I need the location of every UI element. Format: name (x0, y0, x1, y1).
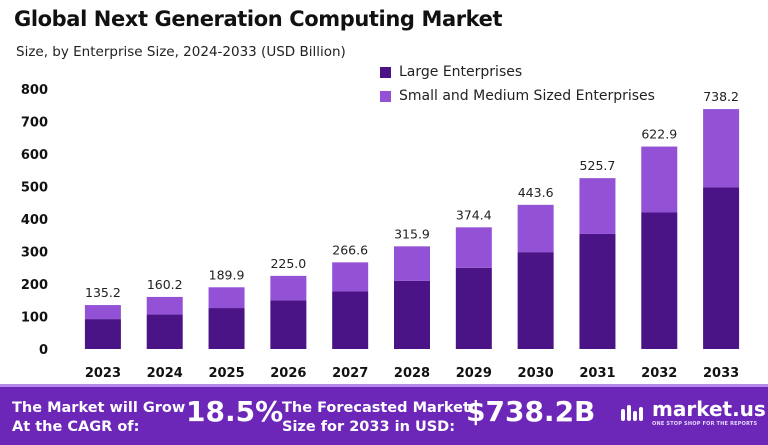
y-tick-label: 300 (21, 246, 48, 261)
x-tick-label: 2033 (703, 366, 739, 381)
bar-total-label: 374.4 (456, 207, 492, 222)
bar-total-label: 135.2 (85, 285, 121, 300)
bar-segment-large (208, 308, 245, 349)
bar-segment-small-medium (641, 146, 678, 213)
legend-swatch-small-medium (380, 90, 391, 102)
brand-name: market.us (652, 397, 766, 421)
legend-label-small-medium: Small and Medium Sized Enterprises (399, 88, 655, 104)
bar-segment-small-medium (146, 296, 183, 315)
x-tick-label: 2027 (332, 366, 368, 381)
bar-total-label: 315.9 (394, 226, 430, 241)
forecast-label-line1: The Forecasted Market (282, 400, 470, 416)
bar-total-label: 266.6 (332, 242, 368, 257)
bar-segment-small-medium (579, 178, 616, 234)
cagr-value: 18.5% (186, 395, 284, 428)
bar-segment-small-medium (394, 246, 430, 281)
bar-segment-large (270, 300, 307, 349)
bar-total-label: 443.6 (518, 185, 554, 200)
y-tick-label: 600 (21, 148, 48, 163)
forecast-label-line2: Size for 2033 in USD: (282, 419, 456, 435)
legend: Large Enterprises Small and Medium Sized… (380, 60, 655, 108)
y-tick-label: 100 (21, 311, 48, 326)
bar-segment-small-medium (84, 305, 121, 320)
bar-segment-small-medium (455, 227, 492, 268)
legend-swatch-large (380, 66, 391, 78)
forecast-value: $738.2B (466, 395, 596, 428)
cagr-label-line2: At the CAGR of: (12, 419, 140, 435)
brand-logo: market.us ONE STOP SHOP FOR THE REPORTS (620, 399, 766, 427)
market-us-logo-icon (621, 405, 643, 421)
x-tick-label: 2029 (456, 366, 492, 381)
bar-segment-large (332, 291, 369, 349)
x-tick-label: 2023 (85, 366, 121, 381)
bar-segment-small-medium (208, 287, 245, 309)
legend-item-large: Large Enterprises (380, 60, 655, 84)
bar-total-label: 225.0 (270, 256, 306, 271)
stacked-bar-chart: 0 100 200 300 400 500 600 700 800 135.2 2023 160.2 2… (21, 83, 740, 381)
y-tick-label: 200 (21, 278, 48, 293)
bar-segment-small-medium (270, 275, 307, 301)
bar-segment-large (84, 319, 121, 349)
y-tick-label: 400 (21, 213, 48, 228)
bar-total-label: 622.9 (641, 127, 677, 142)
bar-total-label: 738.2 (703, 89, 739, 104)
bar-segment-small-medium (517, 204, 554, 253)
bar-segment-large (394, 280, 430, 349)
cagr-label-line1: The Market will Grow (12, 400, 186, 416)
bar-total-label: 189.9 (209, 267, 245, 282)
brand-tagline: ONE STOP SHOP FOR THE REPORTS (652, 421, 758, 427)
footer-banner: The Market will Grow At the CAGR of: 18.… (0, 384, 768, 445)
y-tick-label: 800 (21, 83, 48, 98)
x-tick-label: 2032 (641, 366, 677, 381)
chart-title: Global Next Generation Computing Market (14, 7, 503, 31)
bar-total-label: 160.2 (147, 277, 183, 292)
x-tick-label: 2026 (270, 366, 306, 381)
x-tick-label: 2024 (147, 366, 183, 381)
bar-segment-large (146, 314, 183, 349)
bar-segment-large (455, 267, 492, 349)
bar-segment-large (641, 212, 678, 349)
cagr-label: The Market will Grow At the CAGR of: (12, 399, 185, 437)
chart-subtitle: Size, by Enterprise Size, 2024-2033 (USD… (16, 44, 346, 60)
x-tick-label: 2031 (579, 366, 615, 381)
legend-item-small-medium: Small and Medium Sized Enterprises (380, 84, 655, 108)
forecast-label: The Forecasted Market Size for 2033 in U… (282, 399, 470, 437)
bar-segment-large (517, 252, 554, 349)
x-tick-label: 2030 (518, 366, 554, 381)
y-tick-label: 0 (39, 343, 48, 358)
y-tick-label: 700 (21, 116, 48, 131)
legend-label-large: Large Enterprises (399, 64, 523, 80)
x-tick-label: 2028 (394, 366, 430, 381)
y-tick-label: 500 (21, 181, 48, 196)
bar-segment-small-medium (703, 109, 740, 188)
bar-segment-large (703, 187, 740, 349)
x-tick-label: 2025 (208, 366, 244, 381)
bar-segment-small-medium (332, 262, 369, 292)
bar-segment-large (579, 233, 616, 349)
bar-total-label: 525.7 (580, 158, 616, 173)
